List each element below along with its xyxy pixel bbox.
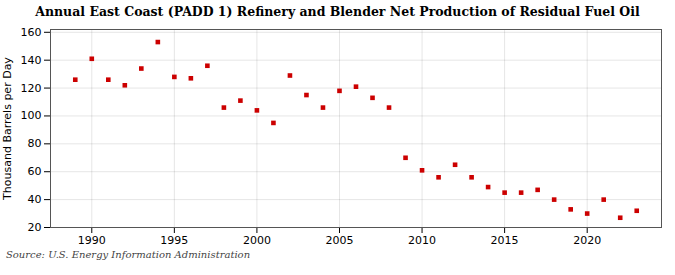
html-text:Source: U.S. Energy Informatio: Source: U.S. Energy Information Administ… — [6, 249, 251, 260]
svg-text:160: 160 — [21, 26, 42, 39]
svg-text:100: 100 — [21, 109, 42, 122]
svg-text:60: 60 — [28, 165, 42, 178]
html-text:Annual East Coast (PADD 1) Ref: Annual East Coast (PADD 1) Refinery and … — [35, 4, 640, 19]
svg-text:2020: 2020 — [573, 234, 601, 247]
svg-text:120: 120 — [21, 82, 42, 95]
svg-text:80: 80 — [28, 137, 42, 150]
svg-text:2005: 2005 — [325, 234, 353, 247]
svg-text:2015: 2015 — [491, 234, 519, 247]
svg-text:2000: 2000 — [243, 234, 271, 247]
svg-text:Thousand Barrels per Day: Thousand Barrels per Day — [1, 57, 14, 201]
svg-text:140: 140 — [21, 54, 42, 67]
svg-text:1995: 1995 — [160, 234, 188, 247]
svg-text:40: 40 — [28, 193, 42, 206]
svg-text:1990: 1990 — [78, 234, 106, 247]
svg-text:20: 20 — [28, 221, 42, 234]
svg-text:2010: 2010 — [408, 234, 436, 247]
